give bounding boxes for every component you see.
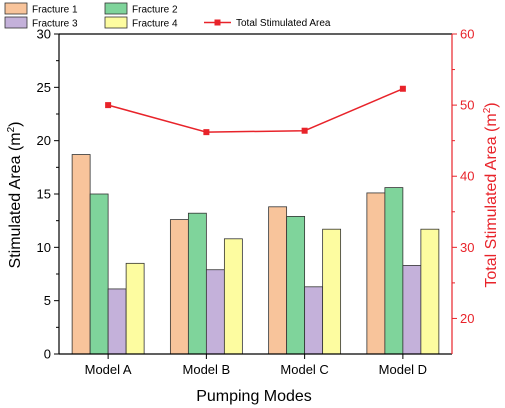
y-tick-label: 25 bbox=[37, 80, 51, 95]
y-axis-title: Stimulated Area (m2) bbox=[6, 122, 24, 269]
axes: 0 5 10 15 20 25 30 20 30 40 50 60 Model A Model B Mode… bbox=[37, 27, 475, 378]
bar bbox=[205, 269, 225, 355]
y2-tick-label: 30 bbox=[460, 240, 474, 255]
bar bbox=[402, 265, 422, 355]
legend-label: Total Stimulated Area bbox=[236, 18, 331, 29]
legend-swatch bbox=[4, 2, 28, 15]
total-line bbox=[105, 85, 406, 136]
bar bbox=[223, 238, 243, 355]
y-tick-label: 15 bbox=[37, 187, 51, 202]
bar bbox=[187, 212, 207, 355]
total-line-path bbox=[107, 88, 404, 133]
legend-swatch bbox=[4, 16, 28, 29]
bar bbox=[366, 192, 386, 355]
total-line-point bbox=[105, 102, 112, 109]
legend-label: Fracture 4 bbox=[132, 19, 178, 30]
bar bbox=[107, 288, 127, 355]
legend: Fracture 1 Fracture 2 Fracture 3 Fracture 4… bbox=[4, 2, 331, 30]
legend-label: Fracture 3 bbox=[32, 19, 78, 30]
legend-label: Fracture 2 bbox=[132, 5, 178, 16]
bar bbox=[89, 193, 109, 355]
legend-swatch bbox=[104, 2, 128, 15]
x-tick-label: Model D bbox=[379, 362, 427, 377]
x-tick-label: Model B bbox=[183, 362, 231, 377]
bar bbox=[125, 262, 145, 355]
y-tick-label: 30 bbox=[37, 27, 51, 42]
bar bbox=[286, 215, 306, 355]
legend-label: Fracture 1 bbox=[32, 5, 78, 16]
total-line-point bbox=[399, 85, 406, 92]
bar bbox=[322, 228, 342, 355]
bar bbox=[304, 286, 324, 355]
total-line-point bbox=[203, 129, 210, 136]
y-tick-label: 0 bbox=[44, 347, 51, 362]
bar bbox=[169, 219, 189, 355]
y2-tick-label: 40 bbox=[460, 169, 474, 184]
bars bbox=[71, 154, 440, 355]
bar bbox=[71, 154, 91, 355]
x-tick-label: Model A bbox=[85, 362, 132, 377]
bar bbox=[384, 187, 404, 355]
y2-axis-title: Total Stimulated Area (m2) bbox=[482, 102, 500, 287]
total-line-point bbox=[301, 127, 308, 134]
y-tick-label: 10 bbox=[37, 240, 51, 255]
y2-tick-label: 60 bbox=[460, 27, 474, 42]
x-axis-title: Pumping Modes bbox=[196, 388, 312, 405]
bar bbox=[268, 206, 288, 355]
legend-swatch bbox=[104, 16, 128, 29]
y2-tick-label: 50 bbox=[460, 98, 474, 113]
y-tick-label: 5 bbox=[44, 293, 51, 308]
y-tick-label: 20 bbox=[37, 133, 51, 148]
y2-tick-label: 20 bbox=[460, 311, 474, 326]
x-tick-label: Model C bbox=[280, 362, 328, 377]
bar bbox=[420, 228, 440, 355]
legend-line-marker bbox=[214, 19, 221, 26]
